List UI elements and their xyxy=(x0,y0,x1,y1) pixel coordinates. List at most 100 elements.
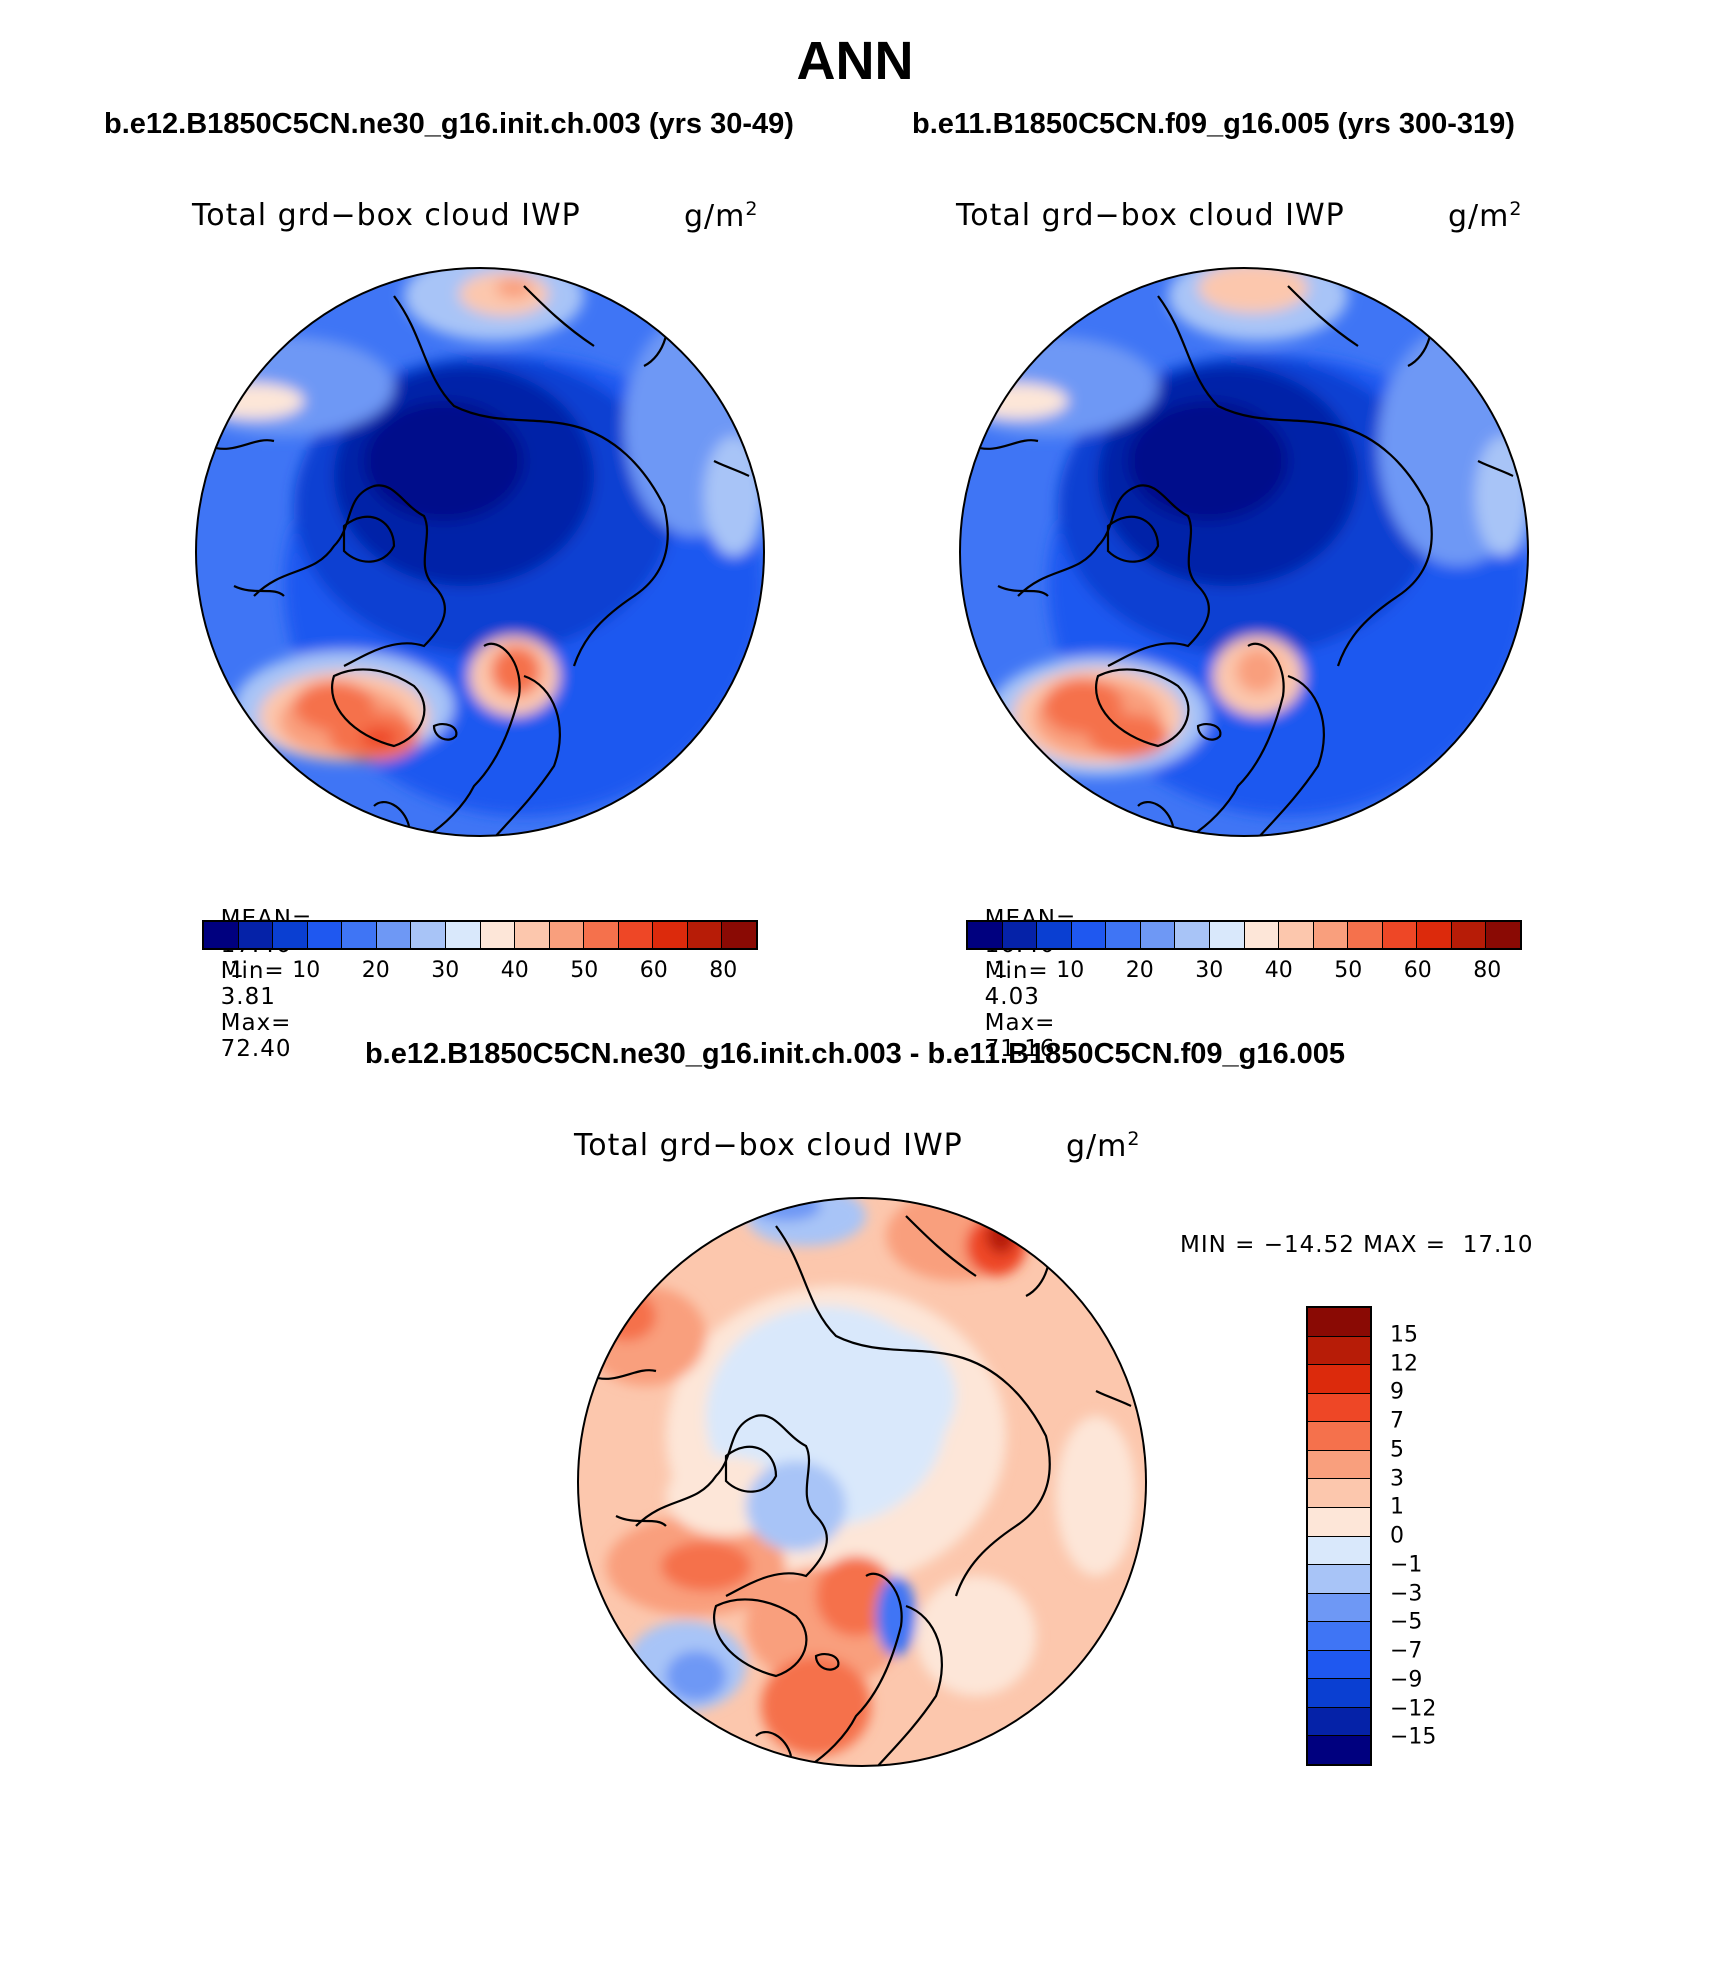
colorbar-tick-label: −15 xyxy=(1390,1724,1437,1750)
colorbar-tick-label: 1 xyxy=(1390,1494,1404,1520)
colorbar-swatch xyxy=(1209,922,1245,948)
panel-2-field-name: Total grd−box cloud IWP xyxy=(956,198,1345,233)
colorbar-swatch xyxy=(1175,922,1210,948)
diff-field-label: Total grd−box cloud IWP xyxy=(574,1128,963,1163)
colorbar-swatch xyxy=(584,922,619,948)
colorbar-tick-label: 9 xyxy=(1390,1379,1404,1405)
diff-unit-exp: 2 xyxy=(1127,1128,1141,1150)
colorbar-swatch xyxy=(1106,922,1141,948)
colorbar-tick-label: 60 xyxy=(1403,958,1432,983)
colorbar-tick-label: 80 xyxy=(1473,958,1502,983)
colorbar-tick-label: 20 xyxy=(361,958,390,983)
colorbar-tick-label: 10 xyxy=(292,958,321,983)
colorbar-swatch xyxy=(307,922,343,948)
panel-2-max-value: 71.16 xyxy=(984,1036,1056,1062)
panel-1-polar-map xyxy=(195,267,765,837)
diff-min-max: MIN = −14.52 MAX = 17.10 xyxy=(1180,1232,1534,1258)
colorbar-swatch xyxy=(1308,1622,1370,1651)
panel-1-unit-exp: 2 xyxy=(745,198,759,220)
diff-colorbar xyxy=(1306,1306,1372,1766)
figure-title: ANN xyxy=(796,31,914,91)
panel-2-unit-base: g/m xyxy=(1448,199,1510,234)
colorbar-tick-label: 80 xyxy=(709,958,738,983)
colorbar-swatch xyxy=(722,922,756,948)
colorbar-swatch xyxy=(480,922,516,948)
diff-unit: g/m2 xyxy=(1066,1128,1140,1164)
panel-1-max-label: Max= xyxy=(220,1010,292,1036)
colorbar-swatch xyxy=(238,922,274,948)
colorbar-tick-label: 5 xyxy=(1390,1437,1404,1463)
colorbar-tick-label: 15 xyxy=(1390,1322,1418,1348)
panel-1-stats: MEAN= 17.46 Min= 3.81 Max= 72.40 xyxy=(204,880,312,1062)
colorbar-swatch xyxy=(342,922,377,948)
colorbar-swatch xyxy=(1308,1593,1370,1623)
panel-2-min-label: Min= xyxy=(984,958,1049,984)
panel-1-colorbar xyxy=(202,920,758,950)
colorbar-swatch xyxy=(445,922,481,948)
panel-1-colorbar-ticks: 1 10 20 30 40 50 60 80 xyxy=(202,958,758,988)
colorbar-tick-label: −5 xyxy=(1390,1609,1423,1635)
panel-1-unit: g/m2 xyxy=(684,198,758,234)
colorbar-tick-label: 1 xyxy=(993,958,1008,983)
colorbar-swatch xyxy=(515,922,550,948)
panel-1-max-value: 72.40 xyxy=(220,1036,292,1062)
colorbar-swatch xyxy=(1308,1308,1370,1337)
panel-1-field-name: Total grd−box cloud IWP xyxy=(192,198,581,233)
colorbar-swatch xyxy=(1417,922,1452,948)
panel-1-min-value: 3.81 xyxy=(220,984,276,1010)
colorbar-swatch xyxy=(1348,922,1383,948)
colorbar-swatch xyxy=(1308,1707,1370,1737)
colorbar-swatch xyxy=(1308,1365,1370,1394)
colorbar-swatch xyxy=(1308,1507,1370,1537)
colorbar-swatch xyxy=(204,922,239,948)
colorbar-swatch xyxy=(1037,922,1072,948)
panel-2-colorbar xyxy=(966,920,1522,950)
colorbar-swatch xyxy=(1313,922,1349,948)
panel-1-unit-base: g/m xyxy=(684,199,746,234)
colorbar-swatch xyxy=(1308,1536,1370,1566)
colorbar-tick-label: 20 xyxy=(1125,958,1154,983)
colorbar-swatch xyxy=(1308,1479,1370,1508)
colorbar-swatch xyxy=(1308,1565,1370,1594)
colorbar-tick-label: 10 xyxy=(1056,958,1085,983)
colorbar-tick-label: 30 xyxy=(431,958,460,983)
colorbar-tick-label: 40 xyxy=(500,958,529,983)
panel-1-min-label: Min= xyxy=(220,958,285,984)
diff-title: b.e12.B1850C5CN.ne30_g16.init.ch.003 - b… xyxy=(364,1038,1346,1070)
diff-colorbar-ticks: 15 12 9 7 5 3 1 0 −1 −3 −5 −7 −9 −12 −15 xyxy=(1390,1306,1470,1766)
colorbar-tick-label: 50 xyxy=(1334,958,1363,983)
diff-unit-base: g/m xyxy=(1066,1129,1128,1164)
panel-2-polar-map xyxy=(959,267,1529,837)
colorbar-tick-label: 30 xyxy=(1195,958,1224,983)
colorbar-swatch xyxy=(411,922,446,948)
colorbar-swatch xyxy=(1071,922,1107,948)
colorbar-swatch xyxy=(1002,922,1038,948)
colorbar-swatch xyxy=(1308,1679,1370,1708)
panel-2-unit: g/m2 xyxy=(1448,198,1522,234)
colorbar-swatch xyxy=(1308,1336,1370,1366)
diff-field-name: Total grd−box cloud IWP xyxy=(574,1128,963,1163)
colorbar-swatch xyxy=(376,922,412,948)
colorbar-tick-label: 12 xyxy=(1390,1351,1418,1376)
panel-2-max-label: Max= xyxy=(984,1010,1056,1036)
colorbar-swatch xyxy=(1244,922,1280,948)
diff-polar-map xyxy=(577,1197,1147,1767)
colorbar-tick-label: −7 xyxy=(1390,1638,1423,1664)
colorbar-swatch xyxy=(687,922,723,948)
colorbar-swatch xyxy=(1308,1736,1370,1764)
panel-2-case-title: b.e11.B1850C5CN.f09_g16.005 (yrs 300-319… xyxy=(912,108,1515,140)
colorbar-swatch xyxy=(1308,1650,1370,1680)
colorbar-tick-label: −3 xyxy=(1390,1581,1423,1606)
colorbar-tick-label: 50 xyxy=(570,958,599,983)
colorbar-swatch xyxy=(549,922,585,948)
colorbar-swatch xyxy=(1382,922,1418,948)
colorbar-tick-label: 7 xyxy=(1390,1408,1404,1434)
colorbar-tick-label: 3 xyxy=(1390,1466,1404,1491)
colorbar-swatch xyxy=(618,922,654,948)
colorbar-swatch xyxy=(1140,922,1176,948)
panel-2-field-label: Total grd−box cloud IWP xyxy=(956,198,1345,233)
colorbar-tick-label: −1 xyxy=(1390,1552,1423,1578)
colorbar-swatch xyxy=(1308,1422,1370,1451)
colorbar-swatch xyxy=(1308,1393,1370,1423)
colorbar-tick-label: 0 xyxy=(1390,1523,1404,1549)
